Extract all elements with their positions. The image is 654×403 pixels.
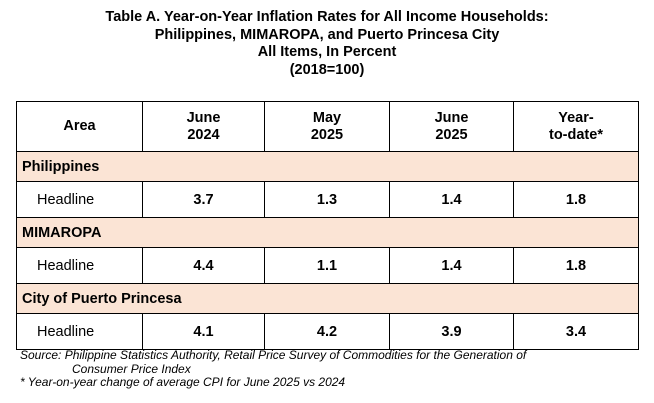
row-label: Headline	[16, 181, 143, 218]
group-row-philippines: Philippines	[16, 151, 639, 182]
table-row: Headline 4.4 1.1 1.4 1.8	[16, 247, 639, 284]
table-cell: 1.3	[264, 181, 390, 218]
source-note: Source: Philippine Statistics Authority,…	[20, 348, 527, 362]
title-line-3: All Items, In Percent	[257, 44, 397, 60]
table-cell: 1.8	[513, 247, 639, 284]
col-header-june-2025: June 2025	[389, 101, 514, 152]
header-row: Area June 2024 May 2025 June 2025 Year-to-d…	[16, 101, 639, 152]
source-note-continued: Consumer Price Index	[72, 361, 191, 376]
group-label: MIMAROPA	[16, 217, 639, 248]
col-header-may-2025: May 2025	[264, 101, 390, 152]
table-cell: 1.8	[513, 181, 639, 218]
row-label: Headline	[16, 247, 143, 284]
title-line-2: Philippines, MIMAROPA, and Puerto Prince…	[154, 26, 500, 43]
table-cell: 3.7	[142, 181, 265, 218]
group-row-puerto-princesa: City of Puerto Princesa	[16, 283, 639, 314]
table-cell: 4.4	[142, 247, 265, 284]
table-title: Table A. Year-on-Year Inflation Rates fo…	[0, 9, 654, 79]
table-cell: 4.2	[264, 313, 390, 350]
row-label: Headline	[16, 313, 143, 350]
col-header-year-to-date: Year-to-date*	[513, 101, 639, 152]
group-row-mimaropa: MIMAROPA	[16, 217, 639, 248]
title-line-4: (2018=100)	[289, 61, 365, 78]
table-notes: Source: Philippine Statistics Authority,…	[20, 348, 527, 390]
table-cell: 1.4	[389, 181, 514, 218]
table-row: Headline 4.1 4.2 3.9 3.4	[16, 313, 639, 350]
table-cell: 3.9	[389, 313, 514, 350]
title-line-1: Table A. Year-on-Year Inflation Rates fo…	[105, 9, 549, 25]
footnote: * Year-on-year change of average CPI for…	[20, 375, 346, 389]
group-label: City of Puerto Princesa	[16, 283, 639, 314]
col-header-area: Area	[16, 101, 143, 152]
table-cell: 1.1	[264, 247, 390, 284]
table-cell: 1.4	[389, 247, 514, 284]
table-row: Headline 3.7 1.3 1.4 1.8	[16, 181, 639, 218]
inflation-table: Area June 2024 May 2025 June 2025 Year-to-d…	[16, 101, 639, 350]
group-label: Philippines	[16, 151, 639, 182]
table-cell: 3.4	[513, 313, 639, 350]
table-cell: 4.1	[142, 313, 265, 350]
col-header-june-2024: June 2024	[142, 101, 265, 152]
